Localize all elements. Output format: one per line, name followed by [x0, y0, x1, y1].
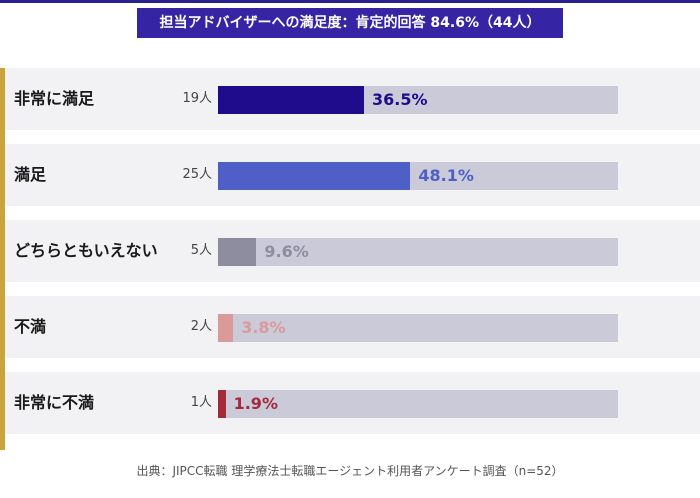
bar-track: 9.6%	[218, 238, 618, 266]
category-label: 非常に不満	[14, 393, 95, 412]
bar	[218, 86, 364, 114]
count-label: 25人	[182, 167, 212, 182]
category-label: 非常に満足	[14, 89, 95, 108]
chart-title: 担当アドバイザーへの満足度：肯定的回答 84.6%（44人）	[137, 8, 563, 38]
bar-row: 不満 2人 3.8%	[5, 296, 700, 358]
bar-chart: 非常に満足 19人 36.5% 満足 25人 48.1% どちらともいえない 5人 9.6% 不満…	[0, 68, 700, 450]
category-label: 満足	[14, 165, 47, 184]
value-label: 36.5%	[372, 90, 428, 109]
bar	[218, 162, 411, 190]
count-label: 19人	[182, 91, 212, 106]
category-label: 不満	[14, 317, 47, 336]
bar	[218, 238, 257, 266]
bar-track: 3.8%	[218, 314, 618, 342]
bar-row: 非常に満足 19人 36.5%	[5, 68, 700, 130]
bar-track: 1.9%	[218, 390, 618, 418]
value-label: 9.6%	[264, 242, 309, 261]
value-label: 1.9%	[233, 394, 278, 413]
bar	[218, 390, 226, 418]
bar-row: 満足 25人 48.1%	[5, 144, 700, 206]
count-label: 5人	[190, 243, 212, 258]
value-label: 3.8%	[241, 318, 286, 337]
bar-row: どちらともいえない 5人 9.6%	[5, 220, 700, 282]
category-label: どちらともいえない	[14, 241, 158, 260]
value-label: 48.1%	[418, 166, 474, 185]
left-accent-bar	[0, 68, 5, 450]
count-label: 1人	[190, 395, 212, 410]
bar-track: 48.1%	[218, 162, 618, 190]
source-footer: 出典：JIPCC転職 理学療法士転職エージェント利用者アンケート調査（n=52）	[136, 464, 564, 478]
bar-track: 36.5%	[218, 86, 618, 114]
top-accent-line	[0, 0, 700, 3]
bar-row: 非常に不満 1人 1.9%	[5, 372, 700, 434]
count-label: 2人	[190, 319, 212, 334]
bar	[218, 314, 234, 342]
